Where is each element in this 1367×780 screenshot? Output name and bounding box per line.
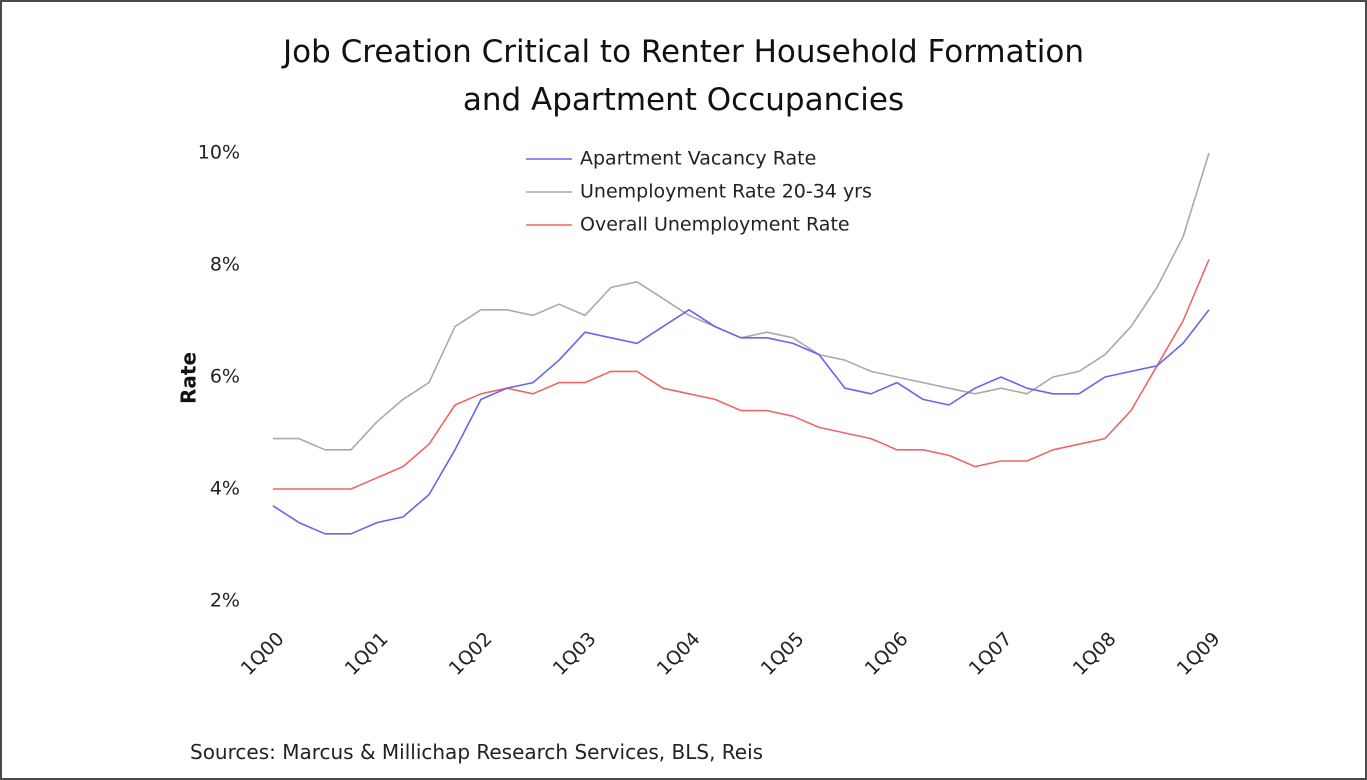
source-note: Sources: Marcus & Millichap Research Ser… [190, 740, 764, 764]
legend-label: Unemployment Rate 20-34 yrs [580, 181, 872, 203]
legend-label: Overall Unemployment Rate [580, 214, 850, 236]
x-tick-label: 1Q03 [549, 628, 601, 680]
x-tick-label: 1Q09 [1173, 628, 1225, 680]
series-line-apartment-vacancy-rate [272, 308, 1210, 535]
chart-title-line2: and Apartment Occupancies [462, 82, 905, 118]
y-tick-label: 6% [210, 366, 240, 388]
x-tick-label: 1Q07 [965, 628, 1017, 680]
x-tick-label: 1Q05 [757, 628, 809, 680]
x-tick-label: 1Q01 [341, 628, 393, 680]
series-line-overall-unemployment-rate [273, 259, 1210, 490]
x-tick-label: 1Q00 [237, 628, 289, 680]
y-tick-label: 4% [210, 478, 240, 500]
y-tick-label: 10% [198, 142, 240, 164]
y-axis-label: Rate [177, 352, 201, 404]
chart-title-line1: Job Creation Critical to Renter Househol… [283, 34, 1084, 70]
y-tick-label: 2% [210, 590, 240, 612]
x-tick-label: 1Q04 [653, 628, 705, 680]
y-tick-label: 8% [210, 254, 240, 276]
x-tick-label: 1Q02 [445, 628, 497, 680]
x-tick-label: 1Q06 [861, 628, 913, 680]
x-tick-label: 1Q08 [1069, 628, 1121, 680]
legend-label: Apartment Vacancy Rate [580, 148, 816, 170]
